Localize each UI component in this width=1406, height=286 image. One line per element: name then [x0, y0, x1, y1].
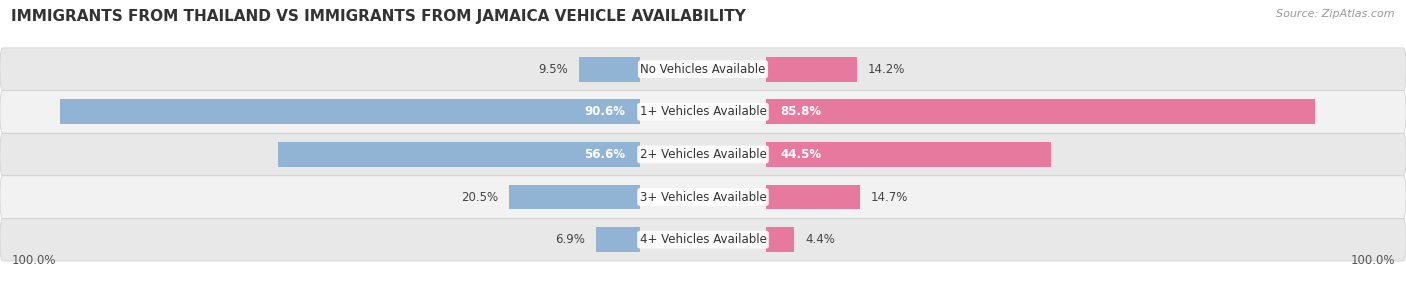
- Text: 6.9%: 6.9%: [555, 233, 585, 246]
- Text: 44.5%: 44.5%: [780, 148, 821, 161]
- Bar: [766, 100, 1315, 124]
- Bar: [60, 100, 640, 124]
- Bar: [766, 57, 858, 82]
- Bar: [579, 57, 640, 82]
- Text: 3+ Vehicles Available: 3+ Vehicles Available: [640, 190, 766, 204]
- Bar: [509, 185, 640, 209]
- Text: 2+ Vehicles Available: 2+ Vehicles Available: [640, 148, 766, 161]
- Bar: [277, 142, 640, 167]
- Text: No Vehicles Available: No Vehicles Available: [640, 63, 766, 76]
- Text: 20.5%: 20.5%: [461, 190, 498, 204]
- Text: 14.7%: 14.7%: [870, 190, 908, 204]
- Bar: [766, 185, 860, 209]
- Text: Source: ZipAtlas.com: Source: ZipAtlas.com: [1277, 9, 1395, 19]
- Bar: [596, 227, 640, 252]
- FancyBboxPatch shape: [0, 90, 1406, 133]
- Bar: [766, 227, 794, 252]
- Text: 14.2%: 14.2%: [868, 63, 905, 76]
- Bar: [766, 142, 1050, 167]
- FancyBboxPatch shape: [0, 48, 1406, 90]
- FancyBboxPatch shape: [0, 176, 1406, 219]
- Text: 1+ Vehicles Available: 1+ Vehicles Available: [640, 105, 766, 118]
- Text: 56.6%: 56.6%: [585, 148, 626, 161]
- Text: 4.4%: 4.4%: [806, 233, 835, 246]
- Text: 4+ Vehicles Available: 4+ Vehicles Available: [640, 233, 766, 246]
- Text: 90.6%: 90.6%: [585, 105, 626, 118]
- Text: 100.0%: 100.0%: [1350, 254, 1395, 267]
- FancyBboxPatch shape: [0, 133, 1406, 176]
- Text: 9.5%: 9.5%: [538, 63, 568, 76]
- Text: 85.8%: 85.8%: [780, 105, 821, 118]
- Text: IMMIGRANTS FROM THAILAND VS IMMIGRANTS FROM JAMAICA VEHICLE AVAILABILITY: IMMIGRANTS FROM THAILAND VS IMMIGRANTS F…: [11, 9, 747, 23]
- FancyBboxPatch shape: [0, 219, 1406, 261]
- Text: 100.0%: 100.0%: [11, 254, 56, 267]
